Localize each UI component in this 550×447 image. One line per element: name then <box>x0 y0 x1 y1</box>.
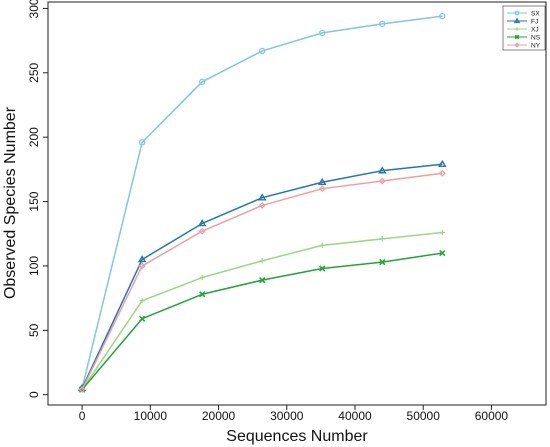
data-point-xj <box>259 258 265 264</box>
data-point-sx <box>259 47 266 55</box>
series-sx <box>78 12 446 392</box>
legend-marker-sx <box>514 10 520 16</box>
data-point-xj <box>319 242 325 248</box>
data-point-ns <box>379 258 386 266</box>
data-point-ny <box>198 227 206 235</box>
data-point-sx <box>439 12 446 20</box>
y-tick-label: 250 <box>27 62 41 82</box>
data-point-sx <box>319 29 326 37</box>
data-point-xj <box>379 236 385 242</box>
x-tick-label: 30000 <box>270 409 304 423</box>
data-point-ns <box>138 315 146 322</box>
series-xj <box>79 229 445 393</box>
data-point-sx <box>138 139 146 146</box>
data-point-ny <box>438 169 446 177</box>
data-point-ns <box>259 276 266 284</box>
y-tick-label: 300 <box>27 0 41 18</box>
data-point-sx <box>379 20 386 28</box>
legend-label-ny: NY <box>531 42 541 49</box>
data-point-xj <box>139 298 145 304</box>
data-point-fj <box>438 159 447 168</box>
legend-marker-fj <box>513 17 521 24</box>
series-line-sx <box>81 15 443 389</box>
legend-label-fj: FJ <box>531 18 538 25</box>
legend-marker-xj <box>515 27 519 31</box>
data-point-fj <box>318 177 327 186</box>
x-tick-label: 0 <box>79 409 86 423</box>
series-ny <box>78 169 446 393</box>
series-fj <box>77 159 447 392</box>
series-line-ny <box>81 172 443 390</box>
x-axis-title: Sequences Number <box>226 428 368 445</box>
y-tick-label: 150 <box>27 191 41 211</box>
data-point-ny <box>378 177 386 185</box>
data-point-ny <box>138 262 146 270</box>
data-point-ns <box>199 291 206 298</box>
series-ns <box>78 249 446 393</box>
data-point-ny <box>78 386 86 393</box>
data-point-xj <box>439 229 445 236</box>
legend-label-sx: SX <box>531 10 540 17</box>
data-point-fj <box>257 193 267 201</box>
legend-marker-ny <box>514 42 520 48</box>
data-point-ns <box>78 386 86 393</box>
legend-label-xj: XJ <box>531 26 539 33</box>
data-point-sx <box>198 78 206 86</box>
y-tick-label: 0 <box>27 391 41 398</box>
data-point-fj <box>137 255 147 263</box>
series-line-xj <box>81 231 443 390</box>
series-layer <box>77 12 447 393</box>
plot-frame <box>47 1 547 406</box>
x-tick-label: 10000 <box>134 409 168 423</box>
y-tick-label: 100 <box>27 256 41 276</box>
series-line-fj <box>81 163 443 389</box>
x-tick-label: 40000 <box>338 409 372 423</box>
legend-label-ns: NS <box>531 34 541 41</box>
data-point-ns <box>319 265 326 272</box>
data-point-ny <box>318 185 326 193</box>
data-point-ny <box>258 201 266 209</box>
y-tick-label: 50 <box>27 323 41 337</box>
data-point-fj <box>197 219 207 227</box>
x-tick-label: 50000 <box>407 409 441 423</box>
y-axis-title: Observed Species Number <box>2 106 19 299</box>
y-tick-label: 200 <box>27 127 41 147</box>
x-tick-label: 20000 <box>202 409 236 423</box>
data-point-ns <box>439 249 446 257</box>
data-point-xj <box>199 274 205 281</box>
legend-marker-ns <box>514 34 520 40</box>
x-tick-label: 60000 <box>475 409 509 423</box>
data-point-fj <box>378 166 387 174</box>
x-axis: 0 10000 20000 30000 40000 50000 60000 <box>79 405 509 423</box>
y-axis: 0 50 100 150 200 250 300 <box>27 0 48 398</box>
